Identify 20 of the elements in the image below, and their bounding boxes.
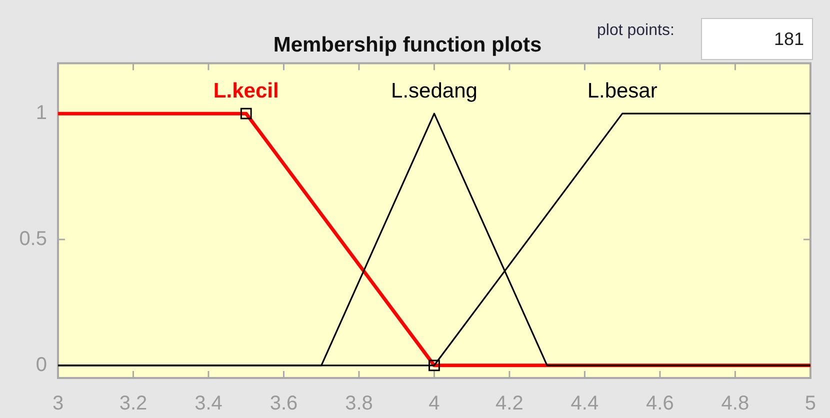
y-tick-label: 0 (36, 354, 47, 376)
x-tick-label: 4.2 (496, 392, 524, 415)
x-tick-label: 3.6 (270, 392, 298, 415)
number-field: 181 (701, 18, 813, 60)
y-tick-label: 0.5 (19, 228, 47, 250)
series-label: L.kecil (213, 80, 279, 103)
series-label: L.besar (587, 80, 658, 103)
x-tick-label: 4.4 (570, 392, 599, 415)
x-tick-label: 3 (52, 392, 64, 415)
x-tick-label: 4 (428, 392, 440, 415)
x-tick-label: 5 (804, 392, 816, 415)
x-tick-label: 4.6 (646, 392, 674, 415)
series-label: L.sedang (391, 80, 478, 103)
text: plot points: (597, 22, 674, 40)
y-tick-label: 1 (36, 102, 47, 124)
chart-title: Membership function plots (273, 33, 542, 56)
x-tick-label: 3.8 (345, 392, 373, 415)
x-tick-label: 3.4 (194, 392, 222, 415)
x-tick-label: 4.8 (721, 392, 750, 415)
x-tick-label: 3.2 (119, 392, 148, 415)
